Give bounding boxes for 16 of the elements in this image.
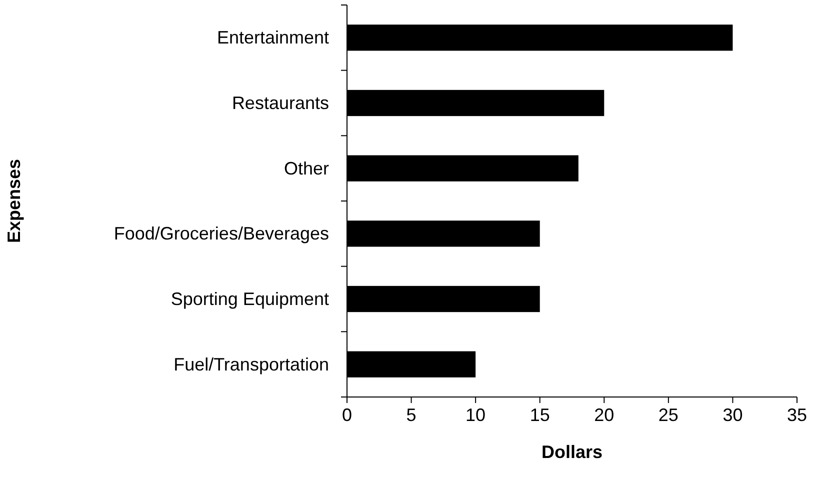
x-tick-label: 35 (786, 405, 808, 425)
x-tick-label: 10 (466, 405, 486, 425)
x-axis-title: Dollars (541, 442, 603, 462)
y-tick-label: Food/Groceries/Beverages (114, 224, 329, 244)
y-tick-label: Fuel/Transportation (174, 354, 329, 374)
x-tick-label: 30 (722, 405, 743, 425)
x-tick-label: 20 (594, 405, 614, 425)
y-tick-label: Restaurants (232, 93, 329, 113)
x-tick-label: 0 (342, 405, 352, 425)
x-tick-label: 15 (530, 405, 550, 425)
y-tick-label: Other (284, 158, 329, 178)
y-tick-label: Sporting Equipment (170, 289, 329, 309)
y-tick-label: Entertainment (216, 28, 329, 48)
x-tick-label: 5 (406, 405, 416, 425)
y-axis-title: Expenses (4, 158, 24, 244)
x-tick-label: 25 (658, 405, 678, 425)
